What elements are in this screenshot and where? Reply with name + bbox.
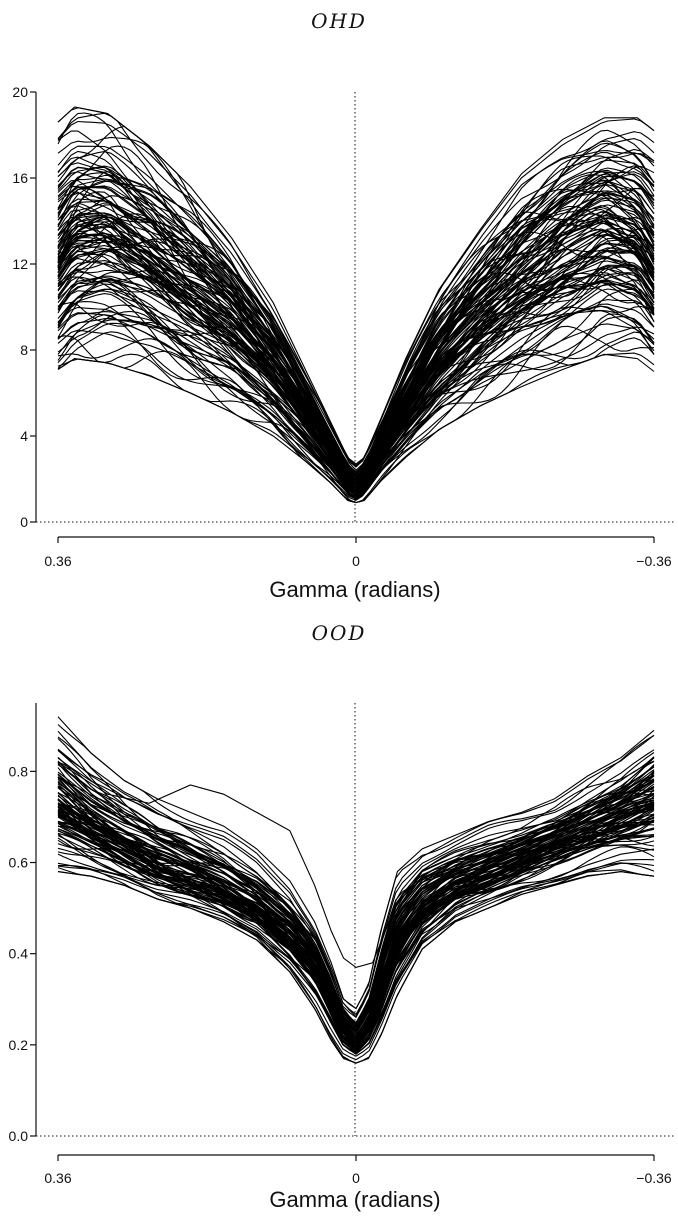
series-line: [57, 862, 655, 1061]
series-line: [57, 353, 655, 504]
series-line: [57, 234, 655, 491]
chart-title: OHD: [311, 9, 367, 33]
series-line: [57, 187, 655, 485]
series-line: [57, 303, 655, 499]
series-line: [57, 771, 655, 1032]
series-line: [57, 112, 655, 468]
series-line: [57, 215, 655, 488]
curve-group: [57, 106, 655, 504]
chart-ohd: OHD 0 4 8 12 16 20 0.36 0 −0.36 Gamma (radians): [12, 9, 676, 602]
x-tick-label: 0.36: [44, 553, 71, 569]
chart-title: OOD: [312, 621, 367, 645]
series-line: [57, 798, 655, 1043]
y-tick-label: 0.2: [9, 1037, 29, 1053]
y-tick-label: 20: [12, 84, 28, 100]
series-line: [57, 775, 655, 1031]
series-line: [57, 772, 655, 1033]
series-line: [57, 269, 655, 496]
series-line: [57, 799, 655, 1047]
series-line: [57, 724, 655, 1010]
series-line: [57, 106, 655, 465]
series-line: [57, 166, 655, 478]
y-ticks: 0 4 8 12 16 20: [12, 84, 36, 530]
series-line: [57, 216, 655, 488]
series-line: [57, 112, 655, 468]
series-line: [57, 773, 655, 1039]
y-tick-label: 12: [12, 256, 28, 272]
y-tick-label: 0: [20, 514, 28, 530]
series-line: [57, 828, 655, 1053]
series-line: [57, 781, 655, 1035]
series-line: [57, 267, 655, 495]
series-line: [57, 847, 655, 1057]
series-line: [57, 136, 655, 474]
series-line: [57, 756, 655, 1024]
series-line: [57, 778, 655, 1037]
y-tick-label: 0.0: [9, 1128, 29, 1144]
series-line: [57, 771, 655, 1029]
series-line: [57, 757, 655, 1025]
y-tick-label: 0.6: [9, 855, 29, 871]
series-line: [57, 192, 655, 482]
series-line: [57, 184, 655, 481]
series-line: [57, 770, 655, 1037]
series-line: [57, 279, 655, 497]
series-line: [57, 178, 655, 483]
series-line: [57, 202, 655, 485]
curve-group: [57, 716, 655, 1064]
series-line: [57, 736, 655, 1018]
series-line: [57, 313, 655, 498]
x-tick-label: 0.36: [44, 1170, 71, 1186]
series-line: [57, 232, 655, 489]
series-line: [57, 305, 655, 498]
series-line: [57, 299, 655, 499]
x-tick-label: −0.36: [636, 1170, 672, 1186]
series-line: [57, 734, 655, 1016]
y-tick-label: 8: [20, 342, 28, 358]
series-line: [57, 191, 655, 484]
series-line: [57, 214, 655, 488]
y-tick-label: 4: [20, 428, 28, 444]
series-line: [57, 807, 655, 1046]
y-ticks: 0.0 0.2 0.4 0.6 0.8: [9, 763, 36, 1144]
x-tick-label: 0: [352, 553, 360, 569]
series-line: [57, 301, 655, 499]
series-line: [57, 265, 655, 494]
series-line: [57, 760, 655, 1024]
series-line: [57, 288, 655, 495]
outlier-series-line: [57, 761, 655, 969]
series-line: [57, 264, 655, 495]
x-ticks: 0.36 0 −0.36: [44, 537, 672, 569]
x-axis-label: Gamma (radians): [269, 1187, 440, 1212]
series-line: [57, 767, 655, 1033]
series-line: [57, 756, 655, 1026]
y-tick-label: 0.8: [9, 763, 29, 779]
x-ticks: 0.36 0 −0.36: [44, 1155, 672, 1186]
y-tick-label: 16: [12, 170, 28, 186]
series-line: [57, 310, 655, 500]
series-line: [57, 766, 655, 1028]
series-line: [57, 822, 655, 1049]
chart-ood: OOD 0.0 0.2 0.4 0.6 0.8 0.36 0 −0.36 Gamma (ra…: [9, 621, 676, 1212]
x-tick-label: 0: [352, 1170, 360, 1186]
series-line: [57, 827, 655, 1055]
series-line: [57, 255, 655, 493]
x-tick-label: −0.36: [636, 553, 672, 569]
x-axis-label: Gamma (radians): [269, 577, 440, 602]
y-tick-label: 0.4: [9, 946, 29, 962]
series-line: [57, 749, 655, 1019]
series-line: [57, 716, 655, 1010]
series-line: [57, 151, 655, 475]
series-line: [57, 871, 655, 1064]
series-line: [57, 171, 655, 484]
series-line: [57, 145, 655, 476]
series-line: [57, 222, 655, 491]
series-line: [57, 232, 655, 491]
